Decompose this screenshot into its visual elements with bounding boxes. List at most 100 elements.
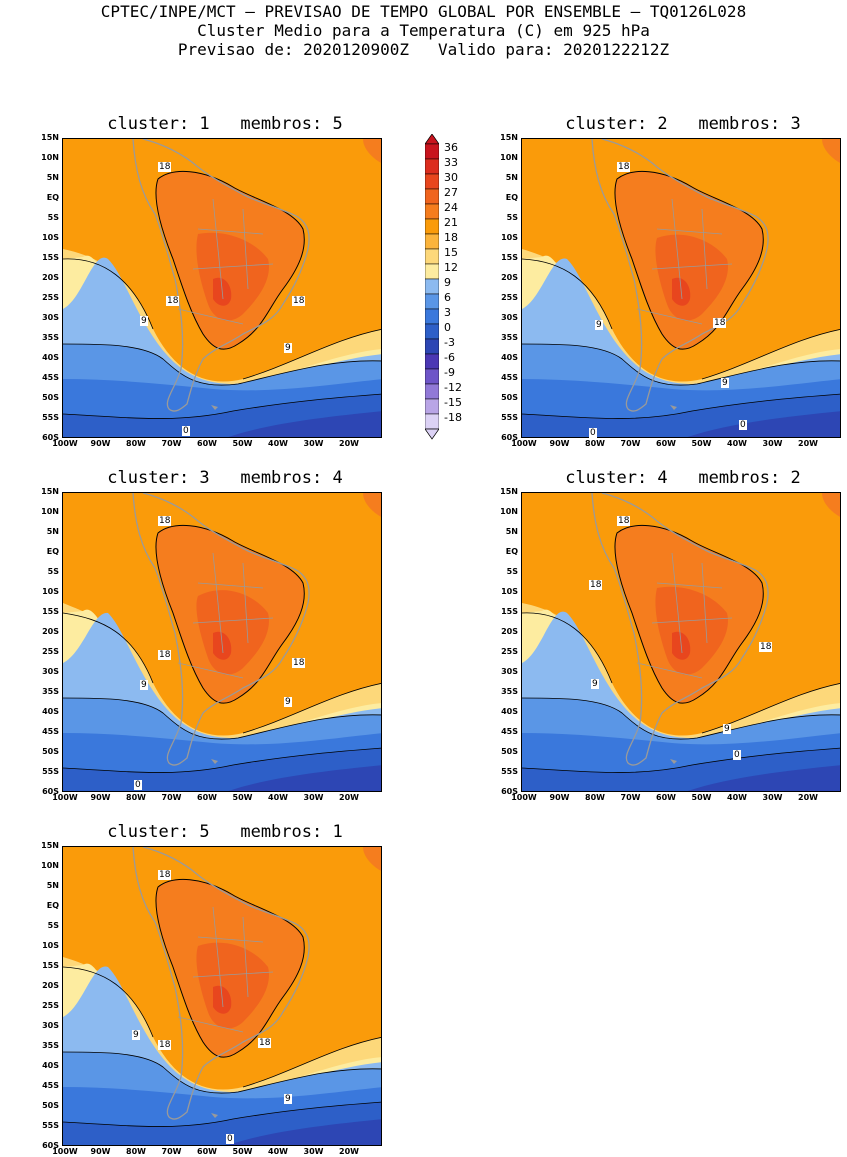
lon-tick-label: 50W	[232, 1147, 253, 1156]
contour-label: 18	[292, 296, 306, 306]
lat-tick-label: 50S	[42, 1101, 59, 1110]
lon-tick-label: 50W	[691, 793, 712, 802]
lon-tick-label: 80W	[126, 793, 146, 802]
lat-tick-label: 55S	[42, 767, 59, 776]
contour-label: 18	[759, 642, 773, 652]
colorbar-label: -18	[444, 411, 462, 424]
lon-tick-label: 70W	[620, 439, 641, 448]
lat-tick-label: 40S	[501, 353, 518, 362]
lat-tick-label: 40S	[42, 707, 59, 716]
lon-tick-label: 100W	[511, 439, 537, 448]
colorbar-label: 6	[444, 291, 451, 304]
colorbar-label: 36	[444, 141, 458, 154]
lat-tick-label: 35S	[501, 333, 518, 342]
lat-tick-label: 10S	[501, 233, 518, 242]
lat-tick-label: 10N	[41, 861, 59, 870]
lat-tick-label: 30S	[501, 667, 518, 676]
lat-tick-label: 5N	[46, 527, 59, 536]
contour-label: 9	[284, 1094, 292, 1104]
contour-label: 9	[284, 697, 292, 707]
lat-tick-label: 50S	[501, 393, 518, 402]
lat-tick-label: 40S	[42, 1061, 59, 1070]
lat-tick-label: 10N	[41, 507, 59, 516]
lat-tick-label: 35S	[42, 333, 59, 342]
lon-tick-label: 80W	[585, 439, 605, 448]
lat-tick-label: 5N	[505, 527, 518, 536]
contour-label: 18	[158, 870, 172, 880]
contour-label: 9	[284, 343, 292, 353]
contour-label: 18	[589, 580, 603, 590]
lon-tick-label: 20W	[798, 793, 818, 802]
lon-tick-label: 60W	[197, 793, 217, 802]
lon-tick-label: 30W	[303, 793, 324, 802]
temperature-map	[521, 138, 841, 438]
lat-tick-label: 60S	[501, 433, 518, 442]
lat-tick-label: 60S	[501, 787, 518, 796]
lat-tick-label: 50S	[42, 747, 59, 756]
lat-tick-label: 15N	[41, 487, 59, 496]
lon-tick-label: 100W	[52, 1147, 78, 1156]
panel-title: cluster: 3 membros: 4	[107, 468, 343, 488]
contour-label: 9	[721, 378, 729, 388]
colorbar-label: 12	[444, 261, 458, 274]
contour-label: 18	[617, 162, 631, 172]
lat-tick-label: 20S	[42, 273, 59, 282]
lat-tick-label: 15N	[500, 487, 518, 496]
lon-tick-label: 30W	[303, 439, 324, 448]
lat-tick-label: 35S	[501, 687, 518, 696]
lon-tick-label: 90W	[90, 439, 111, 448]
lon-tick-label: 50W	[232, 439, 253, 448]
lat-tick-label: EQ	[46, 901, 59, 910]
lat-tick-label: 10S	[42, 587, 59, 596]
colorbar-label: 21	[444, 216, 458, 229]
lon-tick-label: 70W	[161, 1147, 182, 1156]
lat-tick-label: 5N	[46, 173, 59, 182]
lon-tick-label: 20W	[339, 793, 359, 802]
lat-tick-label: 45S	[501, 373, 518, 382]
lat-tick-label: 15S	[42, 253, 59, 262]
temperature-map	[62, 492, 382, 792]
contour-label: 0	[182, 426, 190, 436]
colorbar-label: 18	[444, 231, 458, 244]
lon-tick-label: 80W	[126, 439, 146, 448]
lon-tick-label: 60W	[197, 439, 217, 448]
contour-label: 9	[140, 316, 148, 326]
lat-tick-label: 10S	[42, 941, 59, 950]
lat-tick-label: EQ	[46, 193, 59, 202]
lon-tick-label: 50W	[691, 439, 712, 448]
colorbar-label: 33	[444, 156, 458, 169]
lat-tick-label: EQ	[46, 547, 59, 556]
colorbar-label: -9	[444, 366, 455, 379]
lon-tick-label: 100W	[52, 439, 78, 448]
lat-tick-label: 40S	[42, 353, 59, 362]
colorbar-label: 15	[444, 246, 458, 259]
lat-tick-label: 45S	[42, 373, 59, 382]
contour-label: 9	[595, 320, 603, 330]
lat-tick-label: EQ	[505, 193, 518, 202]
lat-tick-label: 15S	[501, 253, 518, 262]
lon-tick-label: 60W	[197, 1147, 217, 1156]
contour-label: 18	[158, 516, 172, 526]
lat-tick-label: 35S	[42, 1041, 59, 1050]
lon-tick-label: 100W	[511, 793, 537, 802]
lat-tick-label: 35S	[42, 687, 59, 696]
lat-tick-label: 30S	[42, 1021, 59, 1030]
lat-tick-label: 60S	[42, 433, 59, 442]
contour-label: 18	[166, 296, 180, 306]
colorbar-label: 30	[444, 171, 458, 184]
colorbar-label: -12	[444, 381, 462, 394]
panel-title: cluster: 4 membros: 2	[565, 468, 801, 488]
lat-tick-label: EQ	[505, 547, 518, 556]
lat-tick-label: 5S	[506, 213, 518, 222]
lon-tick-label: 80W	[585, 793, 605, 802]
colorbar-label: 0	[444, 321, 451, 334]
lat-tick-label: 10S	[42, 233, 59, 242]
lat-tick-label: 15S	[501, 607, 518, 616]
lon-tick-label: 90W	[90, 793, 111, 802]
lon-tick-label: 30W	[762, 793, 783, 802]
contour-label: 0	[589, 428, 597, 438]
lat-tick-label: 5S	[47, 213, 59, 222]
lat-tick-label: 15S	[42, 607, 59, 616]
lat-tick-label: 15S	[42, 961, 59, 970]
lon-tick-label: 30W	[762, 439, 783, 448]
